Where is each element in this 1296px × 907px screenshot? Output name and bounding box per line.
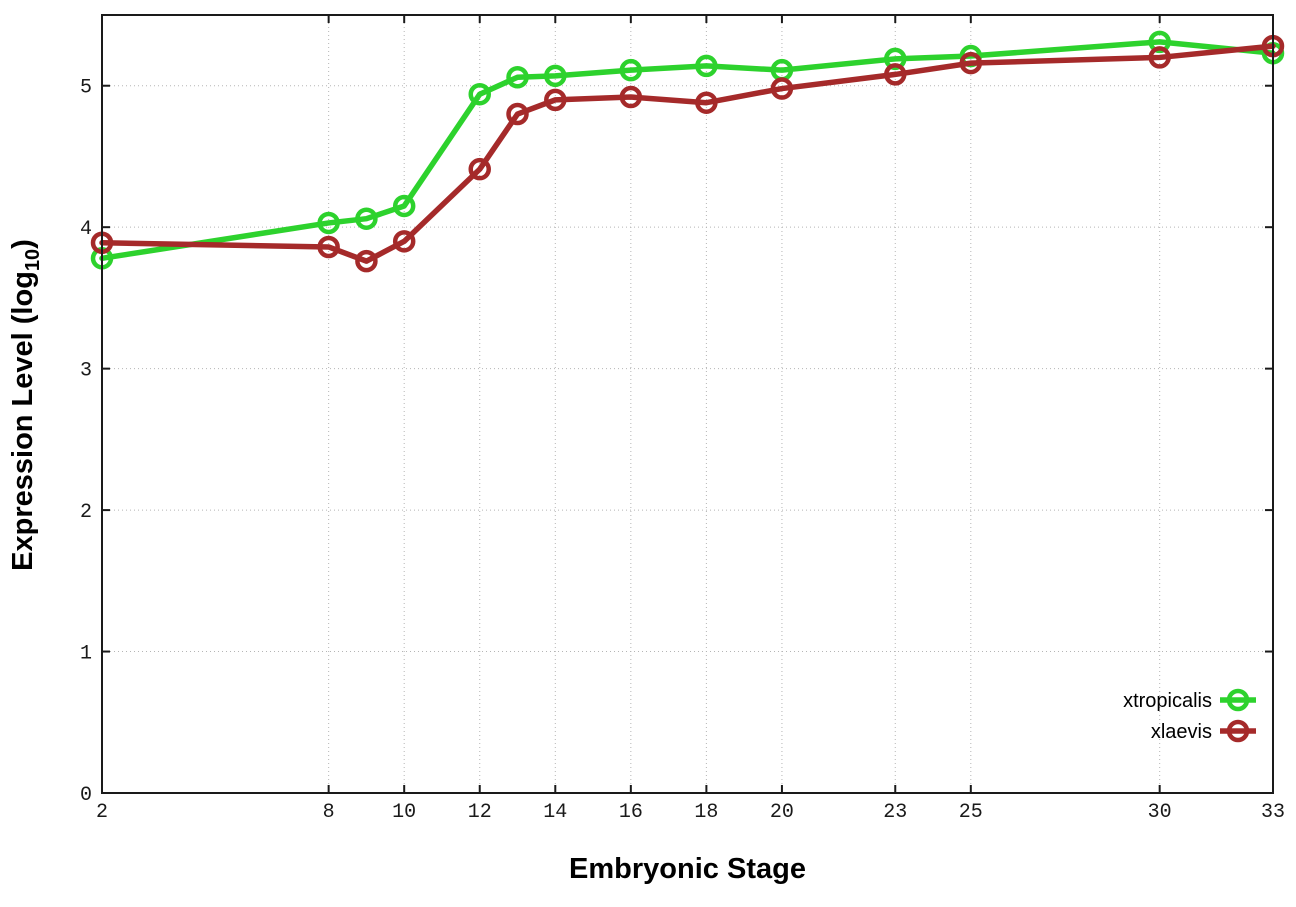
data-point-marker-xtropicalis [355,207,378,230]
grid-layer [102,15,1274,793]
data-point-marker-xlaevis [884,63,907,86]
data-point-marker-xlaevis [506,102,529,126]
y-axis-title-main: Expression Level (log [7,271,39,571]
legend-marker-sample [1226,688,1250,712]
x-tick-label: 2 [96,801,108,824]
x-tick-label: 23 [883,801,907,824]
x-tick-label: 30 [1148,801,1172,824]
y-axis-title: Expression Level (log10) [7,239,44,571]
y-tick-label: 1 [80,643,92,666]
data-point-marker-xtropicalis [619,58,643,82]
plot-frame-layer [101,14,1274,794]
data-point-marker-xlaevis [468,157,491,181]
data-point-marker-xtropicalis [317,211,340,235]
x-tick-label: 16 [619,801,643,824]
data-point-marker-xtropicalis [695,54,718,78]
series-layer [90,30,1285,273]
legend-label: xlaevis [1151,721,1212,743]
data-point-marker-xtropicalis [884,47,907,71]
x-tick-label: 14 [543,801,567,824]
data-point-marker-xtropicalis [468,82,491,106]
legend-entry-xtropicalis: xtropicalis [1123,688,1256,712]
legend: xtropicalis xlaevis [1123,688,1256,743]
data-point-marker-xlaevis [959,51,983,75]
x-tick-label: 10 [392,801,416,824]
series-line-xtropicalis [99,39,1276,262]
x-tick-label: 12 [468,801,492,824]
x-tick-label: 8 [323,801,335,824]
axis-ticks-layer [101,15,1274,794]
legend-label: xtropicalis [1123,690,1212,712]
y-axis-title-subscript: 10 [22,249,44,271]
data-point-marker-xlaevis [1148,46,1171,69]
data-point-marker-xtropicalis [544,64,567,88]
y-axis-title-close: ) [7,239,39,249]
data-point-marker-xlaevis [392,230,416,253]
x-tick-label: 18 [694,801,718,824]
data-point-marker-xlaevis [619,85,643,109]
x-tick-label: 25 [959,801,983,824]
plot-border [101,14,1274,794]
data-point-marker-xlaevis [695,91,718,114]
x-tick-label: 20 [770,801,794,824]
y-tick-label: 3 [80,360,92,383]
data-point-marker-xlaevis [317,235,340,259]
x-axis-title: Embryonic Stage [569,853,806,885]
data-point-marker-xtropicalis [392,194,416,218]
legend-entry-xlaevis: xlaevis [1151,719,1256,743]
y-tick-label: 0 [80,784,92,807]
y-tick-label: 5 [80,77,92,100]
data-point-marker-xlaevis [355,249,378,273]
legend-marker-sample [1226,719,1250,743]
series-xlaevis [90,34,1285,273]
x-tick-label: 33 [1261,801,1285,824]
y-tick-label: 2 [80,501,92,524]
data-point-marker-xlaevis [770,77,794,100]
data-point-marker-xtropicalis [506,65,529,89]
data-point-marker-xlaevis [544,88,567,112]
y-tick-label: 4 [80,218,92,241]
data-point-marker-xtropicalis [1148,30,1171,54]
series-xtropicalis [90,30,1285,270]
